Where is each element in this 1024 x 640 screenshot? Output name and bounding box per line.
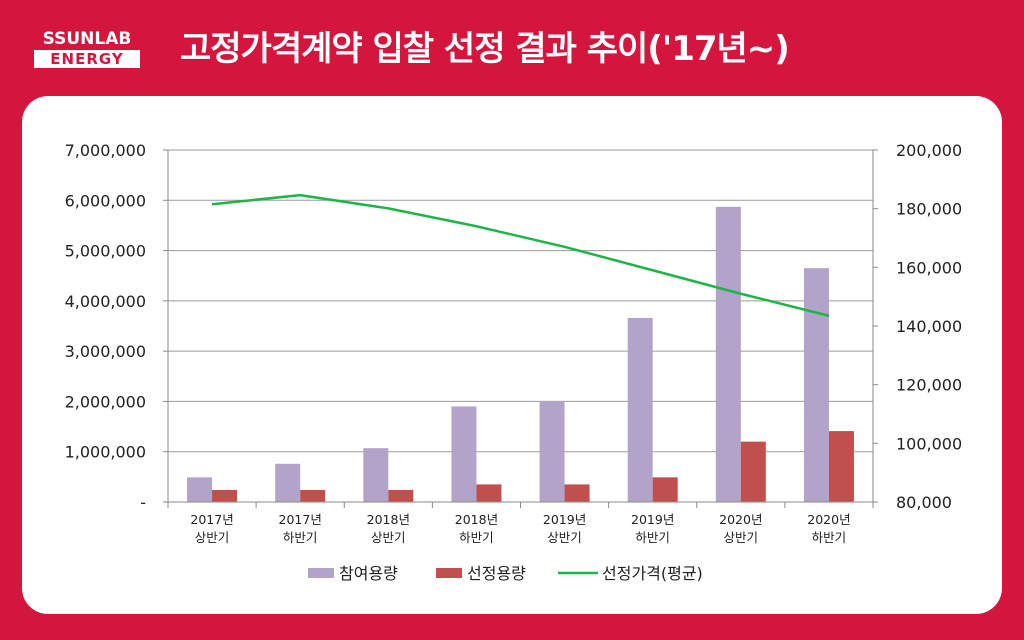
right-tick-label: 120,000 (896, 376, 962, 395)
x-tick-label-year: 2017년 (279, 512, 322, 527)
selection-bar (828, 431, 854, 502)
logo-line-1: SSUNLAB (42, 29, 132, 49)
axes (163, 149, 878, 508)
price-line (211, 193, 830, 317)
left-tick-label: 2,000,000 (65, 392, 146, 411)
x-tick-label-half: 상반기 (371, 530, 406, 545)
x-tick-label-half: 하반기 (459, 530, 494, 545)
participation-bar (715, 206, 741, 502)
grid-lines (168, 149, 873, 453)
left-tick-label: 6,000,000 (65, 191, 146, 210)
chart-card: - 1,000,000 2,000,000 3,000,000 4,000,000 5,0… (22, 96, 1002, 614)
selection-bar (212, 489, 238, 502)
x-tick-label-year: 2017년 (190, 512, 233, 527)
x-tick-label-half: 하반기 (635, 530, 670, 545)
right-tick-label: 80,000 (896, 493, 952, 512)
legend-label: 참여용량 (339, 564, 398, 583)
right-tick-label: 140,000 (896, 317, 962, 336)
brand-logo: SSUNLAB ENERGY (34, 30, 140, 68)
participation-bar (539, 400, 565, 502)
x-tick-label-year: 2019년 (543, 512, 586, 527)
page-title: 고정가격계약 입찰 선정 결과 추이('17년~) (180, 29, 790, 69)
left-tick-label: 4,000,000 (65, 292, 146, 311)
participation-bar (363, 448, 389, 502)
x-tick-label-half: 상반기 (195, 530, 230, 545)
selection-bar (476, 484, 502, 502)
selection-bar (388, 489, 414, 502)
right-tick-label: 180,000 (896, 200, 962, 219)
x-tick-label-year: 2020년 (807, 512, 850, 527)
x-tick-label-half: 상반기 (547, 530, 582, 545)
left-tick-label: 3,000,000 (65, 342, 146, 361)
participation-bar (275, 463, 301, 502)
price-line-layer (211, 193, 830, 317)
left-tick-label: - (140, 493, 146, 512)
left-tick-label: 5,000,000 (65, 242, 146, 261)
x-tick-label-half: 하반기 (283, 530, 318, 545)
x-tick-label-year: 2018년 (367, 512, 410, 527)
combo-chart: - 1,000,000 2,000,000 3,000,000 4,000,000 5,0… (65, 141, 963, 583)
right-tick-label: 100,000 (896, 434, 962, 453)
right-tick-label: 160,000 (896, 258, 962, 277)
participation-bar (187, 477, 213, 502)
x-tick-label-half: 상반기 (724, 530, 759, 545)
left-tick-label: 7,000,000 (65, 141, 146, 160)
participation-bar (451, 406, 477, 502)
legend-swatch (308, 568, 334, 578)
participation-bar (627, 317, 653, 502)
x-tick-label-year: 2018년 (455, 512, 498, 527)
legend-swatch (436, 568, 462, 578)
selection-bar (740, 441, 766, 502)
x-tick-label-year: 2019년 (631, 512, 674, 527)
x-tick-label-year: 2020년 (719, 512, 762, 527)
legend: 참여용량 선정용량 선정가격(평균) (308, 564, 703, 583)
left-axis-ticks: - 1,000,000 2,000,000 3,000,000 4,000,000 5,0… (65, 141, 146, 512)
logo-line-2: ENERGY (34, 50, 140, 68)
right-axis-ticks: 80,000 100,000 120,000 140,000 160,000 180,00… (896, 141, 962, 512)
x-tick-label-half: 하반기 (812, 530, 847, 545)
legend-label: 선정가격(평균) (602, 564, 703, 583)
legend-label: 선정용량 (467, 564, 526, 583)
selection-bar (300, 489, 326, 502)
left-tick-label: 1,000,000 (65, 443, 146, 462)
selection-bar (652, 477, 678, 502)
participation-bar (803, 268, 829, 502)
bars (187, 206, 854, 502)
right-tick-label: 200,000 (896, 141, 962, 160)
selection-bar (564, 484, 590, 502)
